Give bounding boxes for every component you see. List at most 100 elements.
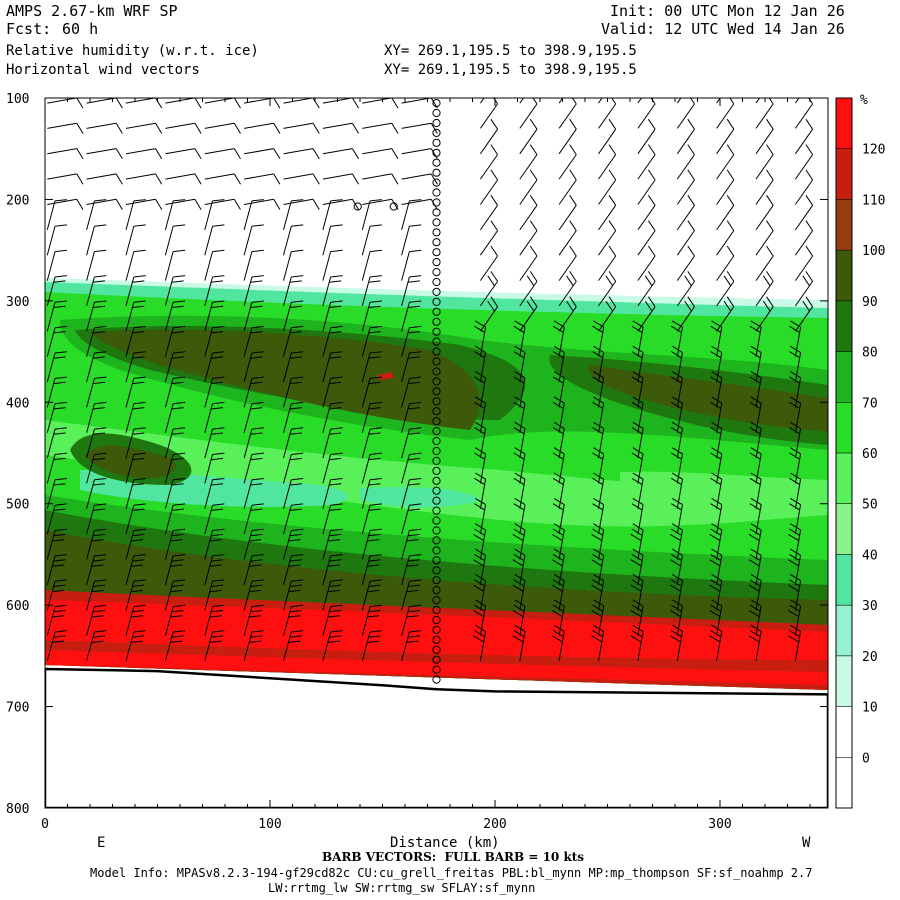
wind-barb	[47, 98, 84, 109]
wind-barb	[125, 98, 163, 109]
wind-barb	[86, 478, 107, 509]
wind-barb	[86, 630, 107, 662]
wind-barb	[243, 478, 264, 509]
wind-barb	[322, 325, 343, 357]
wind-barb	[322, 579, 343, 611]
wind-barb	[676, 220, 695, 256]
wind-barb	[788, 599, 802, 636]
wind-barb	[519, 271, 538, 307]
wind-barb	[164, 275, 186, 307]
wind-barb	[204, 173, 241, 185]
wind-barb	[479, 144, 499, 180]
colorbar-label: 80	[862, 346, 878, 361]
wind-barb	[244, 122, 281, 134]
wind-barb	[86, 122, 123, 134]
colorbar-swatch	[836, 757, 852, 808]
wind-barb	[519, 98, 524, 104]
colorbar-swatch	[836, 605, 852, 656]
calm-circle	[432, 566, 441, 575]
rh-blob-110-west	[85, 445, 177, 478]
colorbar-label: 10	[862, 701, 878, 716]
wind-barbs	[46, 98, 814, 662]
wind-barb	[558, 245, 577, 281]
wind-barb	[598, 195, 617, 231]
wind-barb	[710, 421, 723, 459]
wind-barb	[125, 528, 146, 560]
wind-barb	[86, 173, 123, 185]
init-time: Init: 00 UTC Mon 12 Jan 26	[610, 2, 845, 20]
wind-barb	[86, 275, 107, 307]
wind-barb	[283, 199, 304, 231]
calm-circle	[432, 228, 441, 237]
calm-circle	[432, 258, 441, 267]
wind-barb	[243, 199, 264, 231]
wind-barb	[519, 98, 538, 129]
wind-barb	[244, 198, 281, 210]
wind-barb	[676, 271, 695, 307]
wind-barb	[361, 528, 382, 560]
wind-barb	[165, 148, 202, 160]
wind-barb	[592, 345, 605, 383]
wind-barb	[401, 401, 422, 433]
wind-barb	[630, 573, 644, 611]
wind-barb	[204, 528, 225, 560]
y-tick-label: 500	[6, 498, 29, 513]
wind-barb	[283, 401, 304, 433]
calm-circle	[432, 536, 441, 545]
wind-barb	[204, 325, 225, 357]
wind-barb	[86, 249, 107, 281]
wind-barb	[709, 573, 723, 611]
y-tick-label: 400	[6, 396, 29, 411]
colorbar-label: 0	[862, 751, 870, 766]
plot-frame	[44, 97, 829, 809]
wind-barb	[361, 503, 382, 535]
wind-barb	[322, 224, 343, 256]
wind-barb	[558, 98, 564, 104]
wind-barb	[716, 98, 735, 129]
wind-barb	[125, 401, 146, 433]
wind-barb	[519, 169, 538, 205]
wind-barb	[401, 630, 422, 662]
wind-barb	[283, 173, 320, 185]
wind-barb	[558, 169, 577, 205]
wind-barb	[125, 224, 146, 256]
rh-band-100-east	[589, 365, 828, 432]
calm-circle	[432, 466, 441, 475]
wind-barb	[519, 220, 538, 256]
wind-barb	[671, 497, 683, 535]
wind-barb	[637, 271, 656, 307]
calm-circle	[432, 476, 441, 485]
wind-barb	[125, 300, 146, 332]
calm-circle	[432, 387, 441, 396]
wind-barb	[362, 173, 399, 185]
rh-band-100-upper	[90, 329, 480, 430]
field-title-wind: Horizontal wind vectors	[6, 62, 200, 78]
wind-barb	[86, 503, 107, 535]
wind-barb	[244, 148, 281, 160]
calm-circle	[432, 198, 441, 207]
wind-barb	[513, 320, 526, 357]
wind-barb	[479, 245, 499, 281]
wind-barb	[164, 351, 186, 383]
wind-barb	[676, 169, 695, 205]
wind-barb	[46, 503, 67, 535]
wind-barb	[204, 148, 241, 160]
wind-barb	[204, 98, 241, 109]
wind-barb	[479, 195, 499, 231]
wind-barb	[598, 245, 617, 281]
calm-circles	[353, 99, 441, 684]
wind-barb	[243, 224, 264, 256]
wind-barb	[512, 624, 526, 661]
wind-barb	[512, 548, 526, 585]
wind-barb	[204, 401, 225, 433]
wind-barb	[552, 421, 565, 459]
wind-barb	[401, 122, 438, 134]
calm-circle	[432, 526, 441, 535]
wind-barb	[670, 523, 683, 560]
wind-barb	[789, 345, 802, 383]
calm-circle	[432, 576, 441, 585]
wind-barb	[749, 497, 762, 535]
wind-barb	[86, 452, 107, 484]
